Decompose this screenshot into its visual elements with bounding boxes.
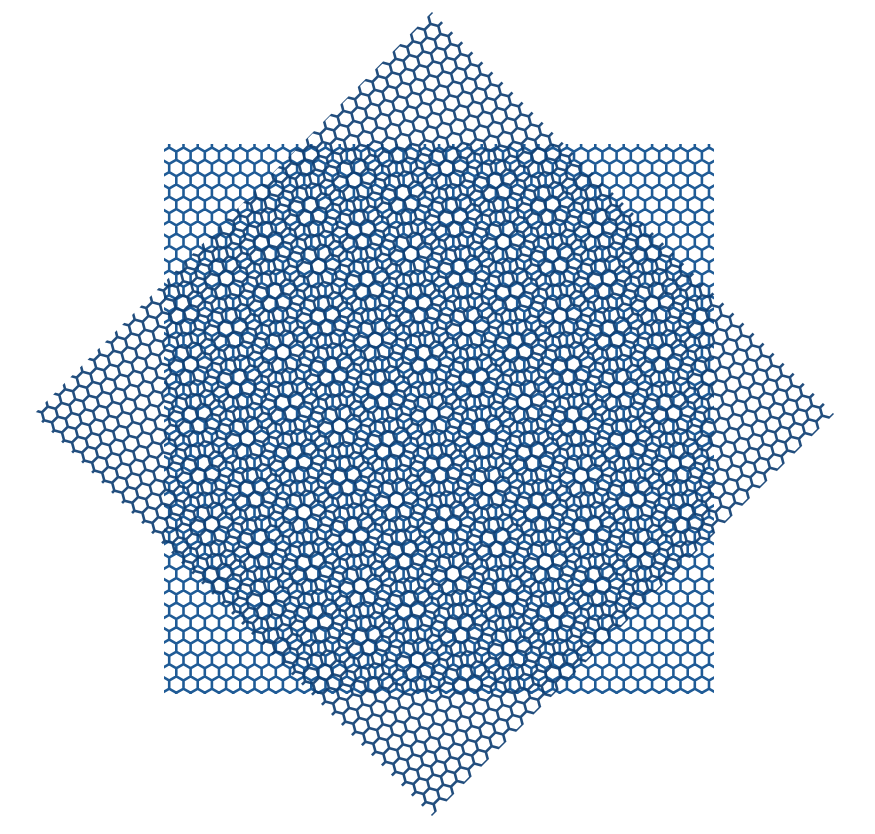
honeycomb-bonds-layer-a [164, 144, 714, 694]
honeycomb-layer-a [164, 144, 714, 694]
